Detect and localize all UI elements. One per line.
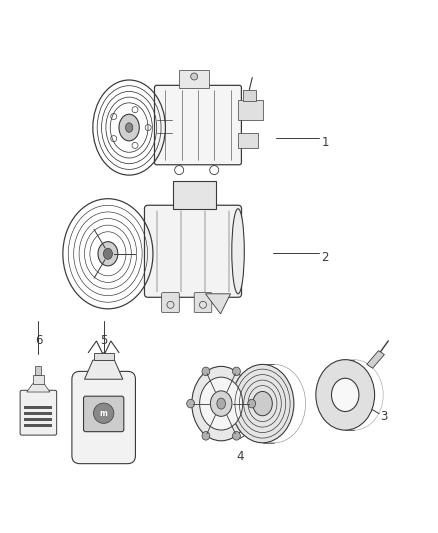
Bar [243, 90, 256, 101]
Text: 4: 4 [236, 450, 244, 463]
Ellipse shape [103, 248, 113, 259]
Bar [25, 418, 53, 421]
FancyBboxPatch shape [72, 372, 135, 464]
Bar [25, 411, 53, 415]
Ellipse shape [202, 432, 210, 440]
Ellipse shape [217, 398, 226, 409]
Ellipse shape [233, 432, 240, 440]
Ellipse shape [187, 399, 194, 408]
Bar [238, 100, 263, 120]
Ellipse shape [93, 403, 114, 423]
Bar [238, 133, 258, 148]
Ellipse shape [192, 366, 251, 441]
Text: m: m [100, 409, 108, 418]
FancyBboxPatch shape [162, 293, 179, 313]
FancyBboxPatch shape [145, 205, 241, 297]
FancyBboxPatch shape [155, 85, 241, 165]
Ellipse shape [233, 367, 240, 376]
Bar [94, 353, 114, 360]
Polygon shape [27, 384, 50, 392]
Polygon shape [367, 351, 385, 368]
Bar [25, 424, 53, 427]
FancyBboxPatch shape [194, 293, 212, 313]
Bar [173, 181, 215, 209]
Ellipse shape [191, 73, 198, 80]
Ellipse shape [200, 377, 243, 430]
Ellipse shape [119, 114, 139, 141]
Bar [33, 375, 44, 384]
Ellipse shape [210, 391, 232, 416]
Ellipse shape [98, 241, 118, 266]
Bar [35, 366, 41, 375]
Polygon shape [205, 294, 230, 314]
FancyBboxPatch shape [84, 396, 124, 432]
Ellipse shape [253, 391, 272, 416]
Ellipse shape [332, 378, 359, 411]
Text: 3: 3 [380, 410, 387, 423]
Text: 6: 6 [35, 334, 42, 347]
Text: 1: 1 [321, 136, 329, 149]
Ellipse shape [232, 209, 244, 294]
FancyBboxPatch shape [20, 390, 57, 435]
Polygon shape [85, 360, 123, 379]
Bar [25, 406, 53, 409]
Ellipse shape [126, 123, 133, 132]
Ellipse shape [316, 360, 374, 430]
Text: 2: 2 [321, 251, 329, 264]
Ellipse shape [202, 367, 210, 376]
Ellipse shape [248, 399, 256, 408]
Ellipse shape [231, 365, 294, 443]
Bar [179, 70, 209, 87]
Text: 5: 5 [100, 334, 107, 347]
